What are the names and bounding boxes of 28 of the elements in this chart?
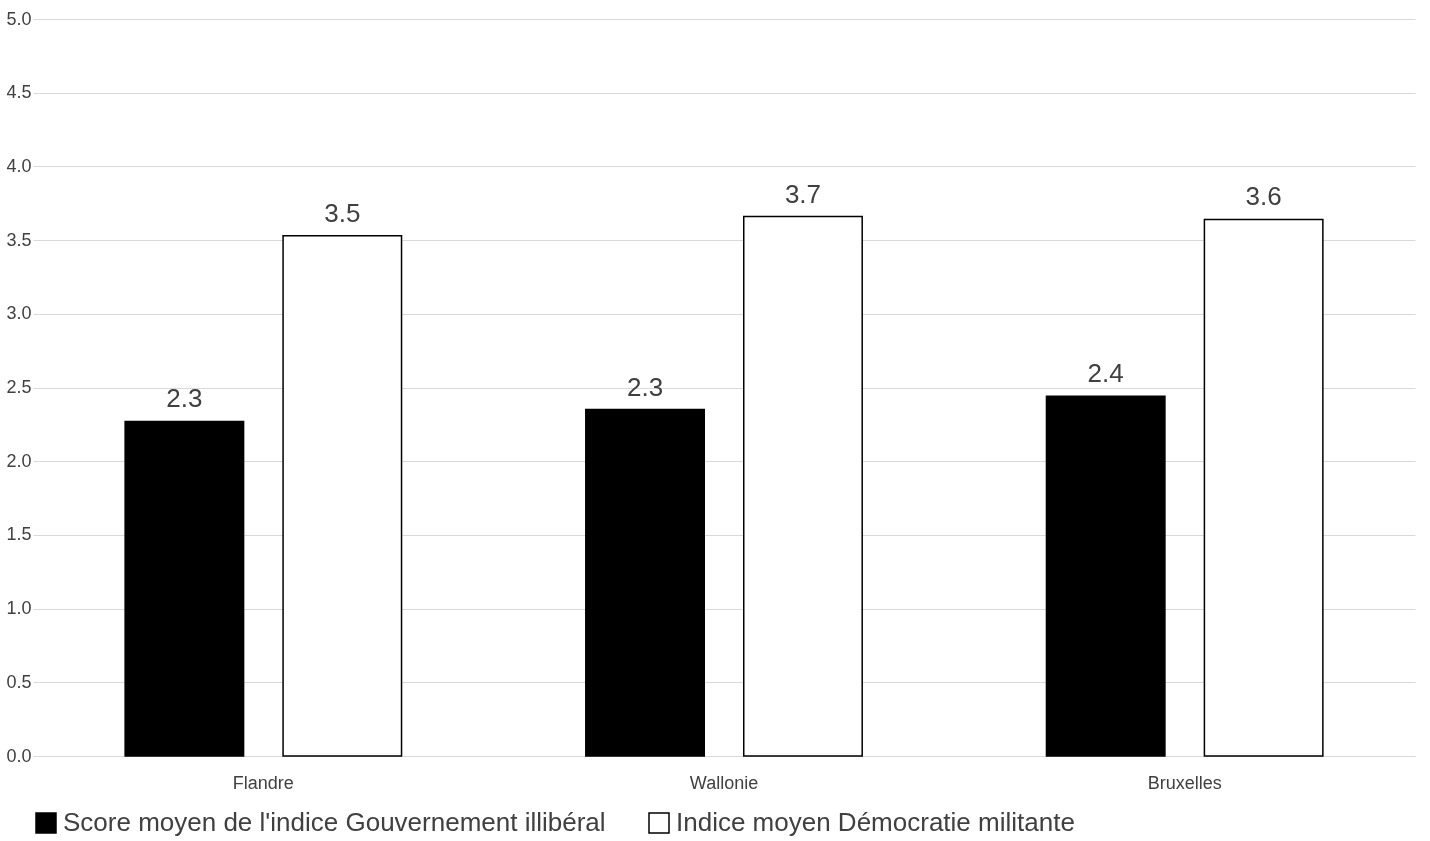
bar <box>1203 218 1324 757</box>
x-tick-label: Bruxelles <box>1147 772 1222 793</box>
data-label: 3.7 <box>784 178 822 209</box>
bar <box>124 420 245 757</box>
data-label: 2.4 <box>1087 358 1124 389</box>
data-label: 3.6 <box>1245 181 1282 212</box>
bar <box>585 408 706 757</box>
bar <box>742 215 863 757</box>
legend-label: Indice moyen Démocratie militante <box>676 807 1075 837</box>
y-tick-label: 0.5 <box>6 671 32 692</box>
legend-label: Score moyen de l'indice Gouvernement illibéral <box>63 807 606 837</box>
bar <box>1045 395 1166 757</box>
y-tick-label: 3.0 <box>6 303 32 324</box>
bar <box>282 234 403 757</box>
y-tick-label: 0.0 <box>6 745 32 766</box>
y-tick-label: 5.0 <box>6 8 32 29</box>
data-label: 3.5 <box>324 197 361 228</box>
y-tick-label: 2.0 <box>6 450 32 471</box>
data-label: 2.3 <box>166 383 203 414</box>
y-tick-label: 4.5 <box>6 82 32 103</box>
x-tick-label: Wallonie <box>689 772 759 793</box>
y-tick-label: 4.0 <box>6 155 32 176</box>
y-tick-label: 1.0 <box>6 598 32 619</box>
x-tick-label: Flandre <box>232 772 294 793</box>
y-tick-label: 2.5 <box>6 377 32 397</box>
y-tick-label: 3.5 <box>6 229 32 250</box>
y-tick-label: 1.5 <box>6 524 32 545</box>
data-label: 2.3 <box>626 371 664 402</box>
